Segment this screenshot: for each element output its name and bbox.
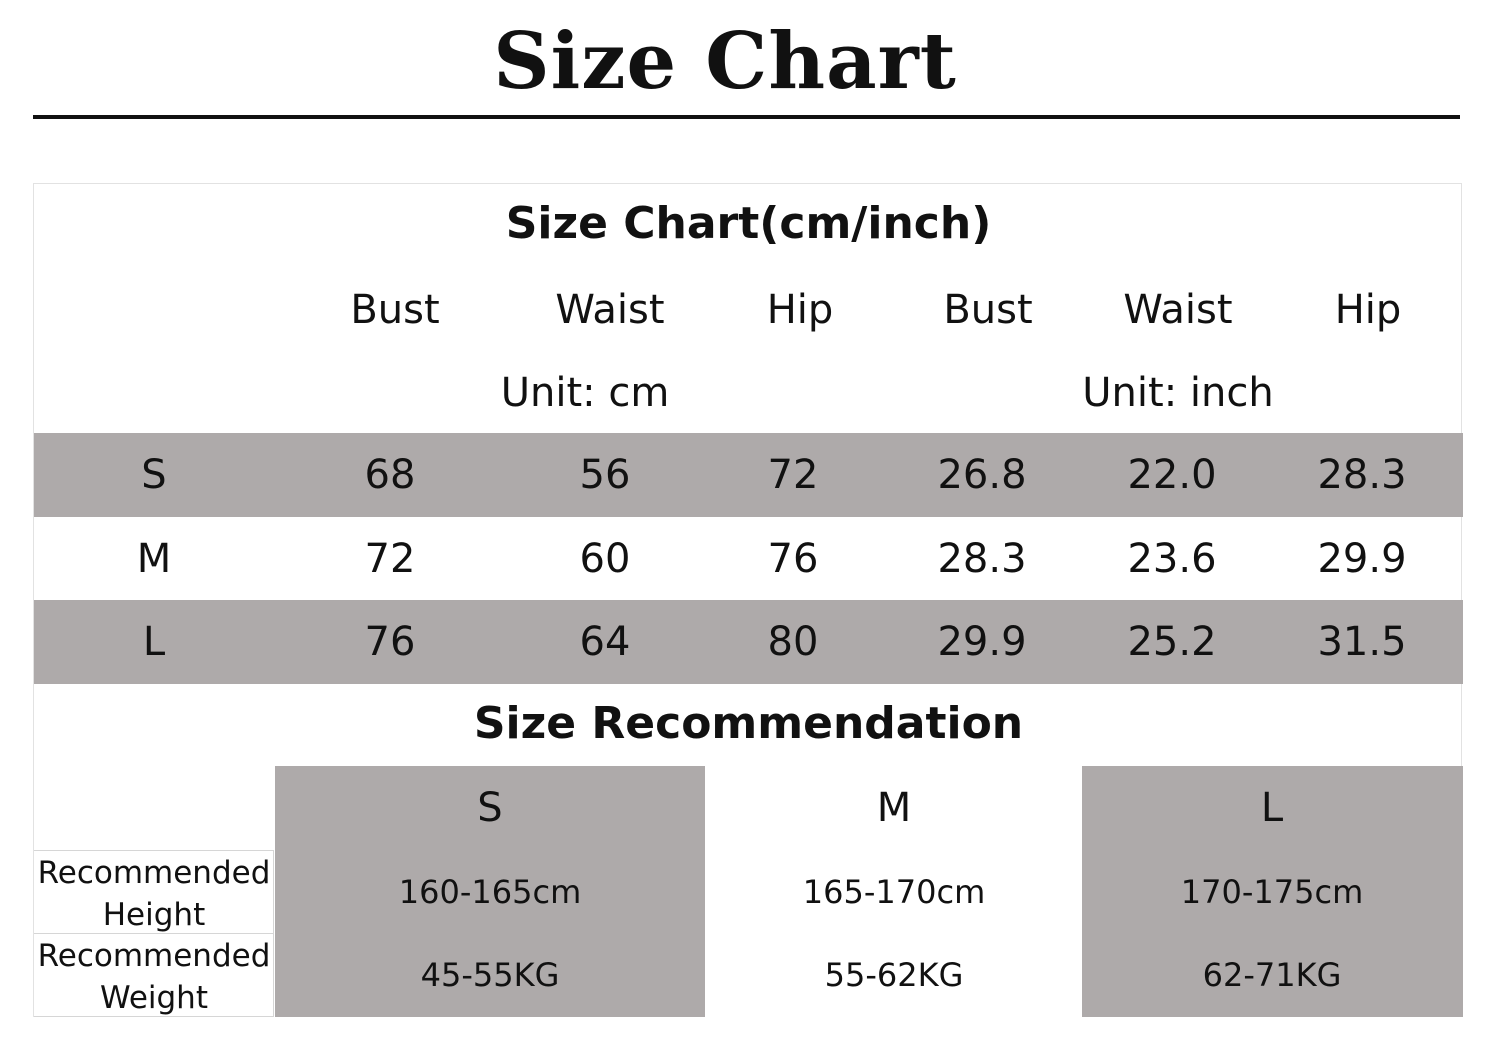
table-cell: 28.3 xyxy=(937,536,1027,582)
unit-cm-label: Unit: cm xyxy=(500,370,670,416)
size-chart-subtitle: Size Chart(cm/inch) xyxy=(505,198,992,249)
table-cell: 76 xyxy=(767,536,819,582)
header-bust-inch: Bust xyxy=(943,287,1033,333)
header-hip-cm: Hip xyxy=(766,287,834,333)
size-label-s: S xyxy=(141,452,167,498)
header-waist-inch: Waist xyxy=(1123,287,1233,333)
weight-value-s: 45-55KG xyxy=(420,956,560,994)
row-band-l xyxy=(34,600,1463,684)
table-cell: 68 xyxy=(364,452,416,498)
table-cell: 29.9 xyxy=(1317,536,1407,582)
size-recommendation-title: Size Recommendation xyxy=(473,698,1024,749)
recommendation-band-l xyxy=(1082,766,1463,1017)
table-cell: 31.5 xyxy=(1317,619,1407,665)
table-cell: 56 xyxy=(579,452,631,498)
table-cell: 28.3 xyxy=(1317,452,1407,498)
recommendation-size-l: L xyxy=(1260,785,1284,831)
size-label-l: L xyxy=(142,619,166,665)
table-cell: 76 xyxy=(364,619,416,665)
height-value-s: 160-165cm xyxy=(398,873,582,911)
recommended-height-label: Recommended Height xyxy=(37,855,271,933)
size-label-m: M xyxy=(136,536,172,582)
table-cell: 64 xyxy=(579,619,631,665)
table-cell: 72 xyxy=(364,536,416,582)
table-cell: 26.8 xyxy=(937,452,1027,498)
table-cell: 22.0 xyxy=(1127,452,1217,498)
label-divider xyxy=(34,933,274,934)
table-cell: 80 xyxy=(767,619,819,665)
row-band-s xyxy=(34,433,1463,517)
header-hip-inch: Hip xyxy=(1334,287,1402,333)
table-cell: 60 xyxy=(579,536,631,582)
table-cell: 29.9 xyxy=(937,619,1027,665)
label-divider xyxy=(34,1016,274,1017)
recommendation-size-s: S xyxy=(477,785,503,831)
recommendation-band-s xyxy=(275,766,705,1017)
recommendation-size-m: M xyxy=(876,785,912,831)
table-cell: 23.6 xyxy=(1127,536,1217,582)
recommended-weight-label: Recommended Weight xyxy=(37,938,271,1016)
label-divider xyxy=(34,850,274,851)
weight-value-l: 62-71KG xyxy=(1202,956,1342,994)
height-value-m: 165-170cm xyxy=(802,873,986,911)
height-value-l: 170-175cm xyxy=(1180,873,1364,911)
label-column-divider xyxy=(273,850,274,1017)
header-bust-cm: Bust xyxy=(350,287,440,333)
unit-inch-label: Unit: inch xyxy=(1082,370,1274,416)
weight-value-m: 55-62KG xyxy=(824,956,964,994)
header-waist-cm: Waist xyxy=(555,287,665,333)
table-cell: 25.2 xyxy=(1127,619,1217,665)
title-divider xyxy=(33,115,1460,119)
page-title: Size Chart xyxy=(493,16,957,107)
table-cell: 72 xyxy=(767,452,819,498)
